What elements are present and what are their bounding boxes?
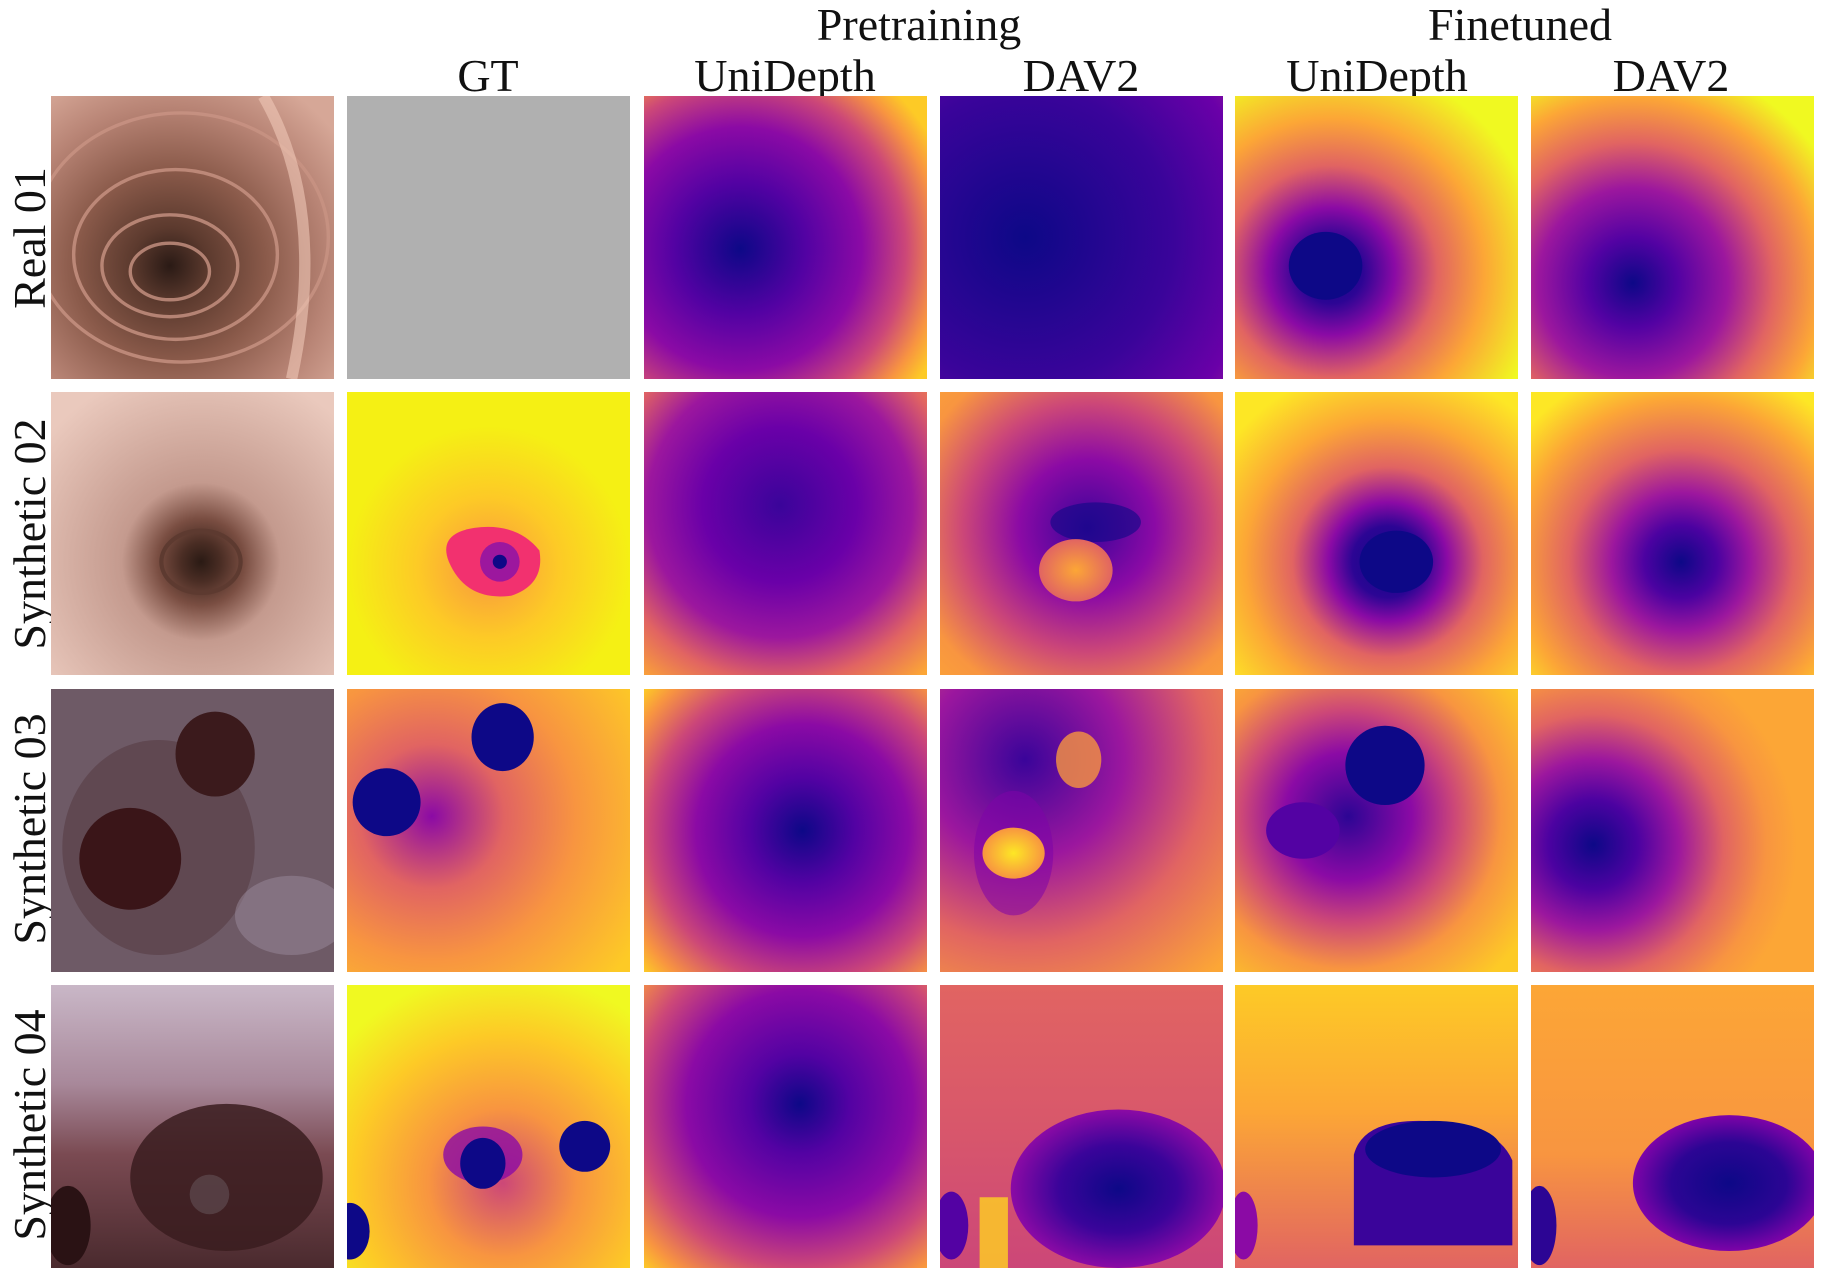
tile-synthetic-03-pretraining-unidepth [644,689,927,972]
tile-real-01-finetuned-unidepth [1235,96,1518,379]
tile-real-01-input-image [51,96,334,379]
tile-synthetic-04-pretraining-dav2 [940,985,1223,1268]
tile-synthetic-02-input-image [51,392,334,675]
column-header-finetuned-dav2: DAV2 [1612,50,1730,101]
tile-synthetic-04-input-image [51,985,334,1268]
tile-synthetic-03-input-image [51,689,334,972]
tile-synthetic-03-pretraining-dav2 [940,689,1223,972]
tile-synthetic-04-finetuned-unidepth [1235,985,1518,1268]
tile-real-01-pretraining-unidepth [644,96,927,379]
tile-synthetic-02-finetuned-unidepth [1235,392,1518,675]
tile-real-01-pretraining-dav2 [940,96,1223,379]
header-group-pretraining: Pretraining [816,0,1022,50]
tile-synthetic-03-gt-depth [347,689,630,972]
tile-real-01-finetuned-dav2 [1531,96,1814,379]
tile-synthetic-03-finetuned-unidepth [1235,689,1518,972]
tile-synthetic-03-finetuned-dav2 [1531,689,1814,972]
header-group-finetuned: Finetuned [1428,0,1612,50]
column-header-pretraining-dav2: DAV2 [1022,50,1140,101]
column-header-gt: GT [457,50,519,101]
tile-synthetic-02-pretraining-unidepth [644,392,927,675]
tile-synthetic-04-pretraining-unidepth [644,985,927,1268]
tile-synthetic-04-finetuned-dav2 [1531,985,1814,1268]
column-header-pretraining-unidepth: UniDepth [694,50,876,101]
tile-synthetic-02-gt-depth [347,392,630,675]
tile-synthetic-02-pretraining-dav2 [940,392,1223,675]
tile-synthetic-04-gt-depth [347,985,630,1268]
tile-real-01-gt-depth [347,96,630,379]
tile-synthetic-02-finetuned-dav2 [1531,392,1814,675]
column-header-finetuned-unidepth: UniDepth [1286,50,1468,101]
